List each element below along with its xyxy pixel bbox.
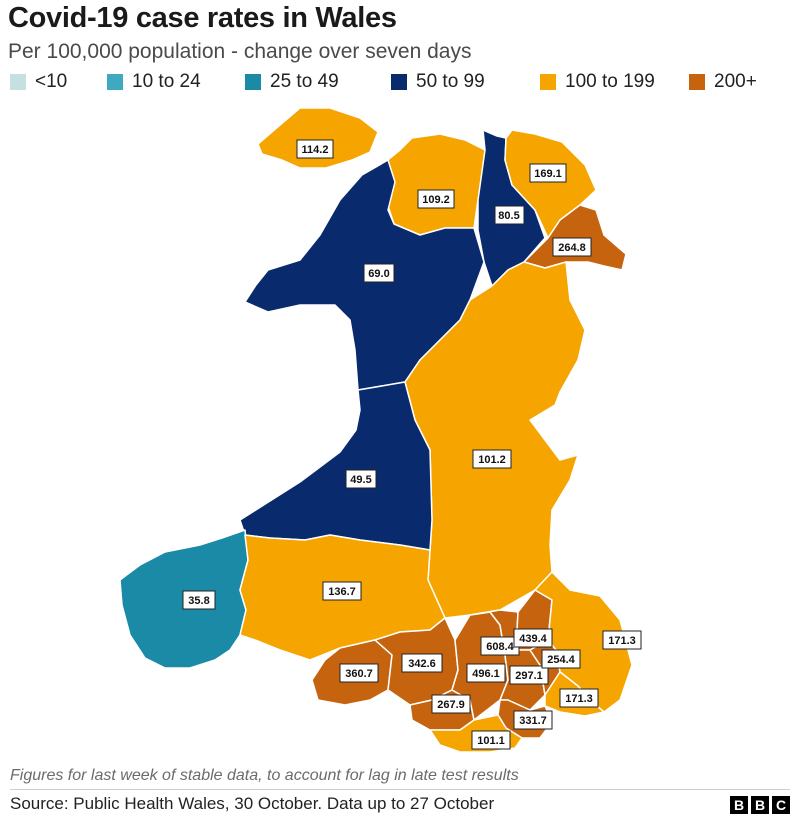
legend-swatch (689, 74, 705, 90)
source-note: Source: Public Health Wales, 30 October.… (10, 794, 495, 813)
svg-text:342.6: 342.6 (408, 658, 436, 670)
svg-text:171.3: 171.3 (608, 635, 636, 647)
legend: <10 10 to 24 25 to 49 50 to 99 100 to 19… (10, 71, 790, 95)
svg-text:109.2: 109.2 (422, 194, 450, 206)
legend-label: 100 to 199 (565, 71, 655, 92)
label-merthyr-tydfil: 608.4 (480, 636, 520, 656)
legend-item-50-99: 50 to 99 (391, 71, 485, 93)
legend-item-200-plus: 200+ (689, 71, 757, 93)
svg-text:439.4: 439.4 (519, 633, 547, 645)
bbc-logo: B B C (730, 796, 790, 814)
svg-text:608.4: 608.4 (486, 641, 514, 653)
legend-label: 200+ (714, 71, 757, 92)
svg-text:496.1: 496.1 (472, 668, 500, 680)
legend-label: <10 (35, 71, 68, 92)
label-newport: 171.3 (559, 688, 599, 708)
value-labels: 114.2 109.2 80.5 169.1 264.8 69.0 101.2 … (182, 139, 642, 750)
label-rhondda-cynon-taf: 496.1 (466, 663, 506, 683)
map-title: Covid-19 case rates in Wales (8, 2, 397, 34)
svg-text:297.1: 297.1 (515, 670, 543, 682)
wales-map: 114.2 109.2 80.5 169.1 264.8 69.0 101.2 … (119, 107, 642, 753)
svg-text:101.1: 101.1 (477, 735, 505, 747)
svg-text:264.8: 264.8 (558, 242, 586, 254)
label-neath-port-talbot: 342.6 (401, 653, 443, 673)
legend-swatch (10, 74, 26, 90)
legend-swatch (391, 74, 407, 90)
label-conwy: 109.2 (417, 189, 455, 209)
bbc-logo-block: B (751, 796, 769, 814)
divider (10, 789, 790, 790)
legend-swatch (245, 74, 261, 90)
label-bridgend: 267.9 (431, 694, 471, 714)
label-powys: 101.2 (472, 449, 512, 469)
legend-swatch (107, 74, 123, 90)
label-carmarthenshire: 136.7 (322, 581, 362, 601)
svg-text:49.5: 49.5 (350, 474, 371, 486)
svg-text:169.1: 169.1 (534, 168, 562, 180)
label-blaenau-gwent: 439.4 (513, 628, 553, 648)
footnote: Figures for last week of stable data, to… (10, 767, 519, 784)
label-swansea: 360.7 (339, 663, 379, 683)
svg-text:69.0: 69.0 (368, 268, 389, 280)
label-wrexham: 264.8 (552, 237, 592, 257)
legend-label: 25 to 49 (270, 71, 339, 92)
label-gwynedd: 69.0 (363, 263, 395, 283)
label-vale-of-glamorgan: 101.1 (471, 730, 511, 750)
svg-text:35.8: 35.8 (188, 595, 209, 607)
label-flintshire: 169.1 (529, 163, 567, 183)
svg-text:101.2: 101.2 (478, 454, 506, 466)
label-caerphilly: 297.1 (509, 665, 549, 685)
legend-item-lt10: <10 (10, 71, 67, 93)
svg-text:267.9: 267.9 (437, 699, 465, 711)
svg-text:171.3: 171.3 (565, 693, 593, 705)
region-anglesey[interactable] (257, 107, 379, 169)
legend-item-100-199: 100 to 199 (540, 71, 655, 93)
svg-text:331.7: 331.7 (519, 715, 547, 727)
label-pembrokeshire: 35.8 (182, 590, 216, 610)
label-anglesey: 114.2 (296, 139, 334, 159)
label-ceredigion: 49.5 (345, 469, 377, 489)
label-monmouthshire: 171.3 (602, 630, 642, 650)
legend-item-25-49: 25 to 49 (245, 71, 339, 93)
legend-label: 10 to 24 (132, 71, 201, 92)
legend-swatch (540, 74, 556, 90)
legend-label: 50 to 99 (416, 71, 485, 92)
map-subtitle: Per 100,000 population - change over sev… (8, 40, 472, 63)
bbc-logo-block: C (772, 796, 790, 814)
svg-text:360.7: 360.7 (345, 668, 373, 680)
label-torfaen: 254.4 (541, 649, 581, 669)
svg-text:254.4: 254.4 (547, 654, 575, 666)
svg-text:114.2: 114.2 (302, 144, 329, 156)
region-ceredigion[interactable] (239, 381, 433, 551)
legend-item-10-24: 10 to 24 (107, 71, 201, 93)
svg-text:136.7: 136.7 (328, 586, 356, 598)
bbc-logo-block: B (730, 796, 748, 814)
label-cardiff: 331.7 (513, 710, 553, 730)
svg-text:80.5: 80.5 (498, 210, 519, 222)
label-denbighshire: 80.5 (494, 205, 525, 225)
